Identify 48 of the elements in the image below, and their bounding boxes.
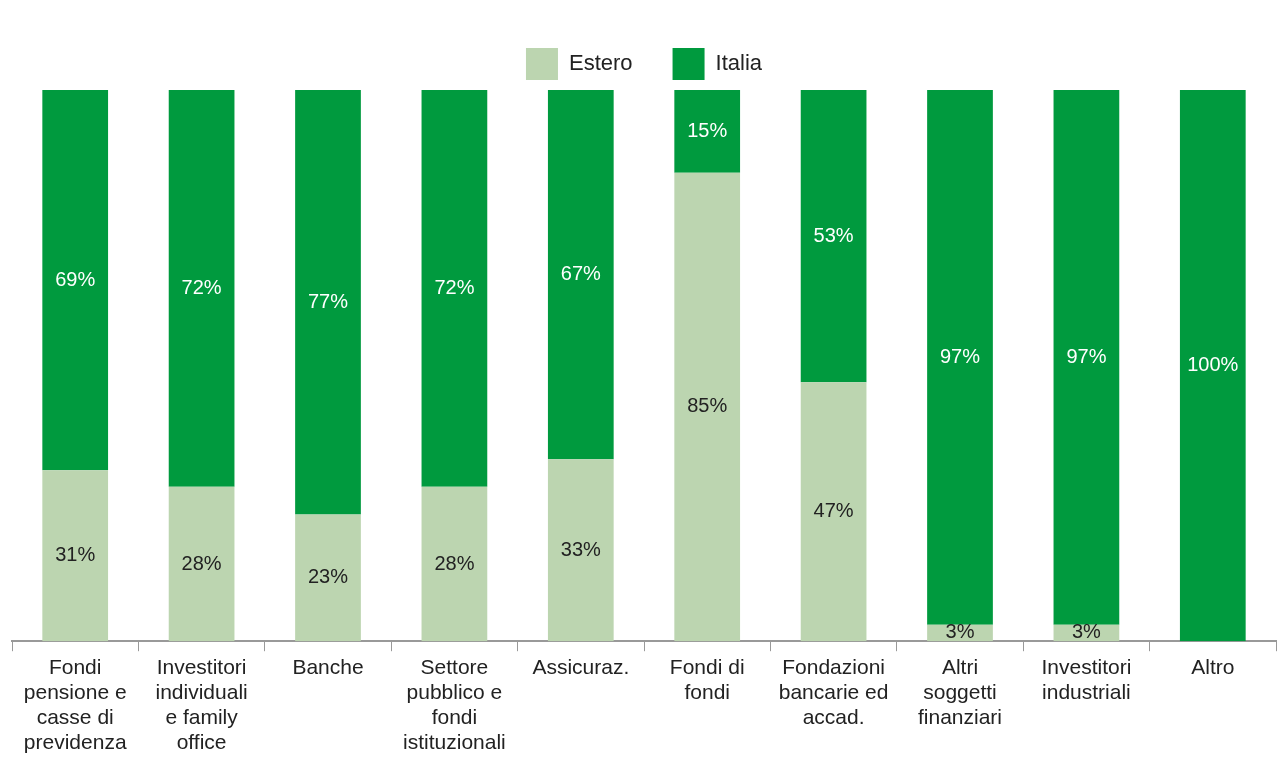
data-label: 28% — [434, 551, 475, 574]
x-tick-label: Altri soggetti finanziari — [917, 654, 1003, 728]
x-tick-label: Fondazioni bancarie ed accad. — [778, 654, 889, 728]
data-label: 97% — [939, 344, 981, 367]
x-tick-label: Assicuraz. — [532, 654, 630, 678]
x-tick-label: Fondi di fondi — [669, 654, 745, 703]
data-label: 15% — [687, 118, 728, 141]
data-label: 31% — [55, 543, 96, 566]
bar — [674, 90, 741, 173]
data-label: 100% — [1187, 353, 1239, 376]
bar — [927, 90, 993, 625]
legend-label: Estero — [568, 50, 633, 76]
bar — [1179, 90, 1246, 642]
data-label: 28% — [181, 551, 222, 574]
data-label: 97% — [1066, 344, 1107, 367]
data-label: 67% — [560, 262, 602, 285]
data-label: 77% — [307, 289, 349, 312]
x-tick-label: Settore pubblico e fondi istituzionali — [403, 654, 506, 754]
data-label: 53% — [813, 223, 854, 246]
bar — [547, 90, 614, 460]
data-label: 3% — [1071, 620, 1102, 643]
x-tick-label: Banche — [292, 654, 364, 678]
bar — [42, 470, 109, 642]
bar — [547, 459, 614, 642]
bar — [168, 90, 235, 487]
data-label: 72% — [181, 275, 222, 298]
bar — [674, 172, 741, 642]
bar — [800, 382, 867, 642]
data-label: 23% — [307, 565, 349, 588]
x-tick-label: Fondi pensione e casse di previdenza — [23, 654, 127, 754]
data-label: 85% — [687, 394, 728, 417]
bar — [168, 486, 235, 642]
bar — [1053, 90, 1120, 625]
data-label: 72% — [434, 275, 475, 298]
bar — [42, 90, 109, 471]
x-tick-label: Investitori individuali e family office — [155, 654, 248, 754]
bar — [800, 90, 867, 383]
bar — [295, 90, 361, 515]
data-label: 47% — [813, 499, 854, 522]
data-label: 33% — [560, 537, 602, 560]
data-label: 69% — [55, 267, 96, 290]
bar — [295, 514, 361, 642]
legend-label: Italia — [715, 50, 763, 76]
x-tick-label: Altro — [1191, 654, 1235, 678]
bar — [421, 486, 488, 642]
bar — [421, 90, 488, 487]
data-label: 3% — [945, 620, 975, 643]
x-tick-label: Investitori industriali — [1041, 654, 1132, 703]
